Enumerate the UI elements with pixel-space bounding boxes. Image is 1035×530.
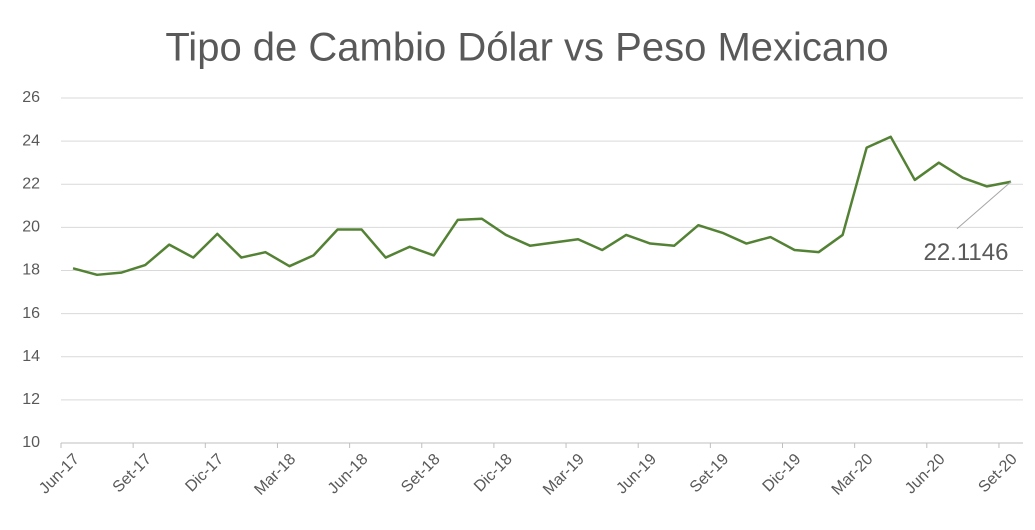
x-tick-label: Set-19 xyxy=(687,451,732,496)
y-tick-label: 10 xyxy=(22,434,40,451)
leader-line xyxy=(956,181,1012,230)
y-tick-label: 16 xyxy=(22,305,40,322)
y-tick-label: 20 xyxy=(22,219,40,236)
y-tick-label: 26 xyxy=(22,89,40,106)
x-tick-label: Dic-18 xyxy=(471,451,516,496)
x-tick-label: Set-18 xyxy=(398,451,443,496)
chart-title: Tipo de Cambio Dólar vs Peso Mexicano xyxy=(165,26,888,70)
x-tick-label: Set-20 xyxy=(975,451,1020,496)
y-tick-label: 24 xyxy=(22,132,40,149)
line xyxy=(72,135,1012,277)
y-tick-label: 14 xyxy=(22,348,40,365)
x-tick-label: Dic-19 xyxy=(760,451,805,496)
annotation: 22.1146 xyxy=(923,239,1008,266)
x-tick-label: Jun-20 xyxy=(902,451,949,498)
x-tick-label: Dic-17 xyxy=(182,451,227,496)
x-tick-label: Jun-18 xyxy=(325,451,372,498)
x-tick-label: Jun-17 xyxy=(36,451,83,498)
x-tick-label: Mar-19 xyxy=(540,451,588,499)
y-tick-label: 18 xyxy=(22,262,40,279)
x-tick-label: Jun-19 xyxy=(613,451,660,498)
x-tick-label: Mar-20 xyxy=(829,451,877,499)
x-tick-label: Set-17 xyxy=(110,451,155,496)
x-tick-label: Mar-18 xyxy=(251,451,299,499)
y-tick-label: 22 xyxy=(22,175,40,192)
y-tick-label: 12 xyxy=(22,391,40,408)
